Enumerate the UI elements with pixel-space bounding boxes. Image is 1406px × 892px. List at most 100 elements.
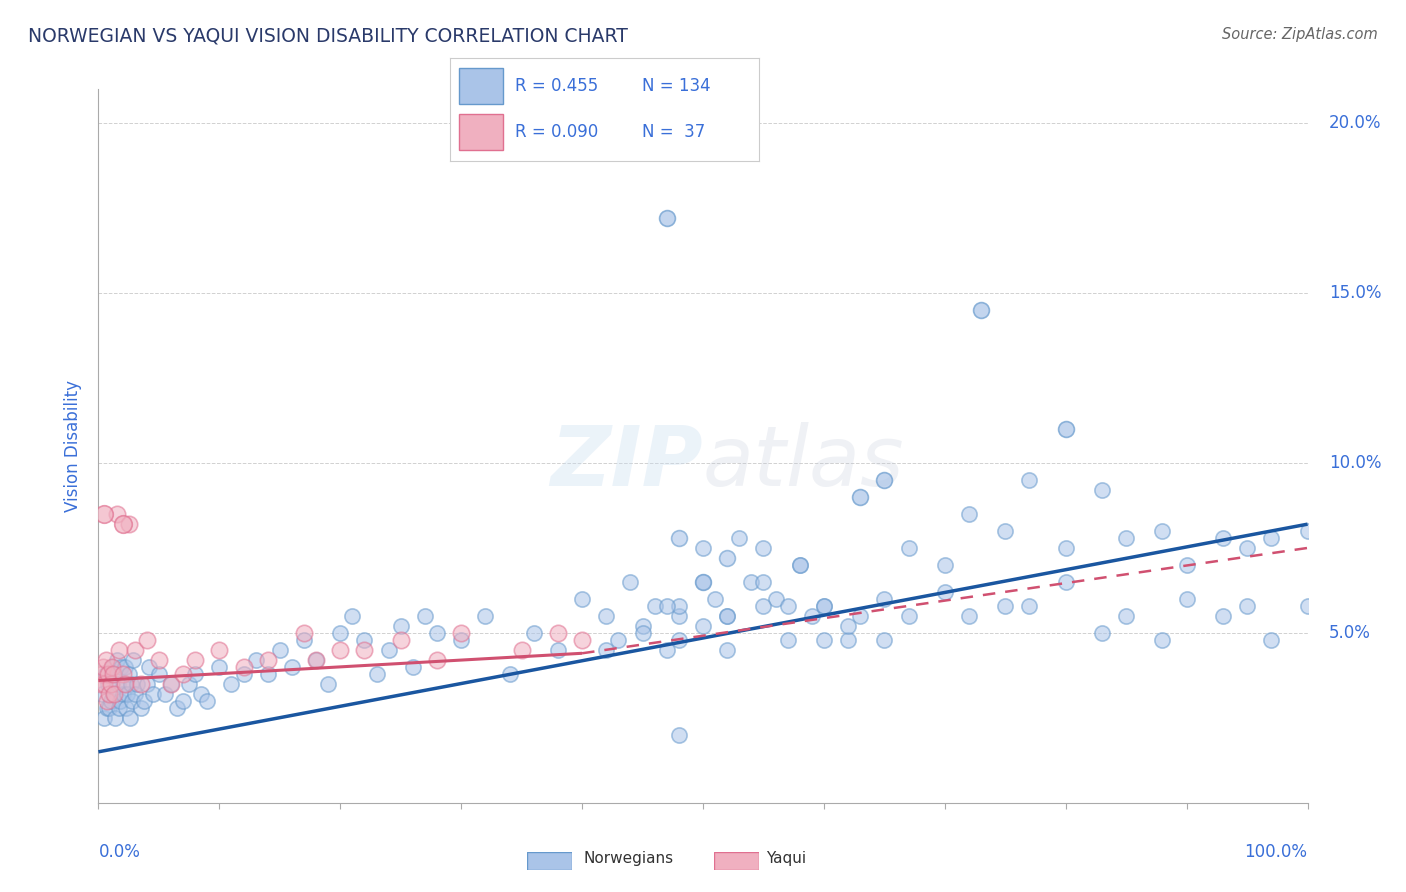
Point <box>873 632 896 647</box>
Point <box>1212 531 1234 545</box>
Point <box>108 700 131 714</box>
Point <box>547 643 569 657</box>
Point <box>153 687 176 701</box>
Point <box>897 541 920 555</box>
Point <box>498 666 520 681</box>
Point <box>426 626 449 640</box>
Point <box>208 643 231 657</box>
Point <box>1018 473 1040 487</box>
Point <box>98 687 121 701</box>
Point <box>716 608 738 623</box>
Point <box>91 687 114 701</box>
Point <box>103 687 125 701</box>
Text: 20.0%: 20.0% <box>1329 114 1381 132</box>
Text: N =  37: N = 37 <box>641 123 704 141</box>
Point <box>329 626 352 640</box>
Point <box>292 626 315 640</box>
Point <box>716 551 738 566</box>
Point <box>692 541 714 555</box>
Point <box>117 687 139 701</box>
Point <box>934 585 956 599</box>
Point <box>644 599 666 613</box>
Point <box>148 653 170 667</box>
Point <box>1212 608 1234 623</box>
Point <box>127 677 149 691</box>
Point <box>692 574 714 589</box>
Point <box>668 632 690 647</box>
Point <box>129 700 152 714</box>
Point <box>100 660 122 674</box>
Point <box>97 666 120 681</box>
Point <box>450 626 472 640</box>
Point <box>1175 591 1198 606</box>
Point <box>329 643 352 657</box>
Point <box>121 694 143 708</box>
Point <box>305 653 328 667</box>
Point <box>100 660 122 674</box>
Point <box>1091 626 1114 640</box>
Point <box>873 591 896 606</box>
Point <box>172 694 194 708</box>
Point <box>108 643 131 657</box>
Point <box>342 608 364 623</box>
Point <box>135 677 157 691</box>
Point <box>813 599 835 613</box>
Point <box>138 660 160 674</box>
Text: R = 0.090: R = 0.090 <box>515 123 598 141</box>
Point <box>142 687 165 701</box>
Point <box>105 507 128 521</box>
Point <box>112 677 135 691</box>
Point <box>1054 541 1077 555</box>
Point <box>115 700 138 714</box>
Point <box>607 632 630 647</box>
Point <box>970 303 993 318</box>
Point <box>1236 599 1258 613</box>
Point <box>245 653 267 667</box>
Point <box>1236 541 1258 555</box>
Text: 0.0%: 0.0% <box>98 843 141 861</box>
Point <box>655 211 678 226</box>
Point <box>135 632 157 647</box>
Point <box>111 666 134 681</box>
Point <box>631 626 654 640</box>
Point <box>873 473 896 487</box>
Point <box>103 666 125 681</box>
Point <box>1115 608 1137 623</box>
Point <box>800 608 823 623</box>
Text: NORWEGIAN VS YAQUI VISION DISABILITY CORRELATION CHART: NORWEGIAN VS YAQUI VISION DISABILITY COR… <box>28 27 628 45</box>
Point <box>752 574 775 589</box>
Text: R = 0.455: R = 0.455 <box>515 77 598 95</box>
Text: Norwegians: Norwegians <box>583 851 673 865</box>
Point <box>1115 531 1137 545</box>
Point <box>426 653 449 667</box>
Point <box>160 677 183 691</box>
Point <box>184 666 207 681</box>
Point <box>668 608 690 623</box>
Point <box>692 619 714 633</box>
Point <box>692 574 714 589</box>
Point <box>1152 524 1174 538</box>
Point <box>1260 632 1282 647</box>
Point <box>129 677 152 691</box>
Point <box>96 700 118 714</box>
Point <box>1054 422 1077 436</box>
Point <box>124 643 146 657</box>
Point <box>91 660 114 674</box>
Point <box>114 660 136 674</box>
Point <box>111 517 134 532</box>
Bar <box>460 69 502 104</box>
Text: 15.0%: 15.0% <box>1329 284 1381 302</box>
Point <box>94 666 117 681</box>
Point <box>100 677 122 691</box>
Point <box>172 666 194 681</box>
Point <box>655 599 678 613</box>
Point <box>668 599 690 613</box>
Point <box>108 694 131 708</box>
Point <box>118 517 141 532</box>
Point <box>232 666 254 681</box>
Point <box>994 524 1017 538</box>
Bar <box>460 114 502 150</box>
Point <box>190 687 212 701</box>
Point <box>90 677 112 691</box>
Text: 5.0%: 5.0% <box>1329 624 1371 642</box>
